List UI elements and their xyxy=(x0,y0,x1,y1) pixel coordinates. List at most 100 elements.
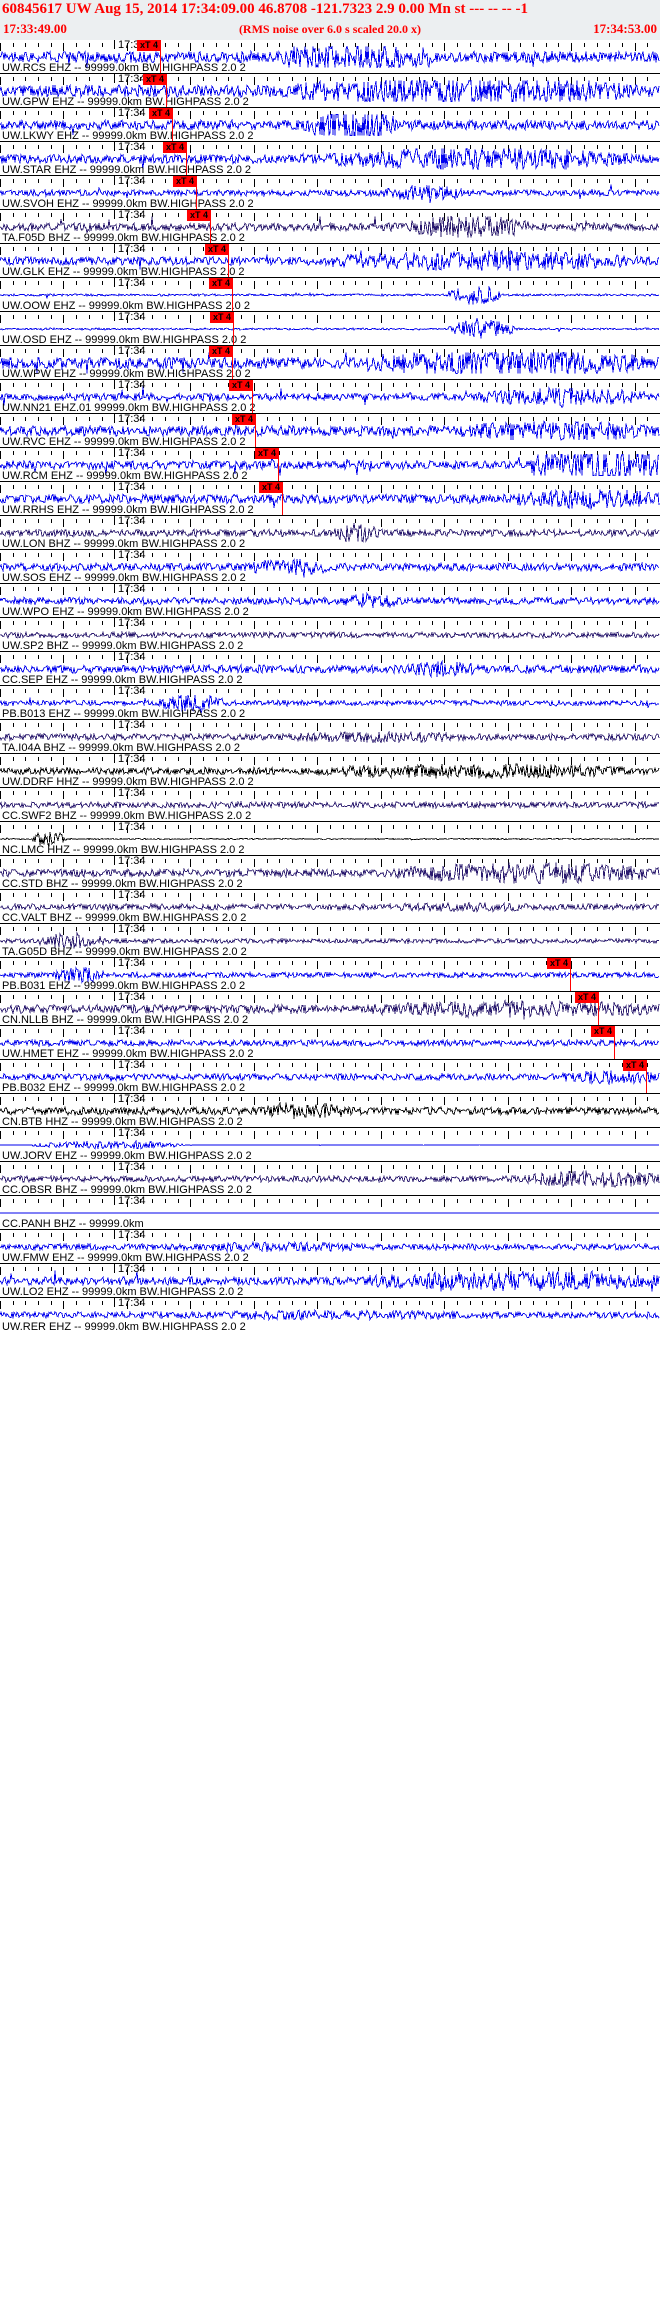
pick-marker-label[interactable]: xT 4 xyxy=(574,992,599,1003)
trace-row[interactable]: 17:34 PB.B032 EHZ -- 99999.0km BW.HIGHPAS… xyxy=(0,1060,660,1094)
pick-marker-label[interactable]: xT 4 xyxy=(208,278,233,289)
pick-marker-line[interactable] xyxy=(233,312,235,345)
time-axis xyxy=(0,108,660,119)
trace-row[interactable]: 17:34 NC.LMC HHZ -- 99999.0km BW.HIGHPASS… xyxy=(0,822,660,856)
trace-row[interactable]: 17:34 CC.SWF2 BHZ -- 99999.0km BW.HIGHPAS… xyxy=(0,788,660,822)
trace-row[interactable]: 17:34 CC.PANH BHZ -- 99999.0km xyxy=(0,1196,660,1230)
axis-time-label: 17:34 xyxy=(118,1264,146,1275)
trace-row[interactable]: 17:34 PB.B031 EHZ -- 99999.0km BW.HIGHPAS… xyxy=(0,958,660,992)
trace-row[interactable]: 17:34 UW.GLK EHZ -- 99999.0km BW.HIGHPASS… xyxy=(0,244,660,278)
trace-row[interactable]: 17:34 TA.G05D BHZ -- 99999.0km BW.HIGHPAS… xyxy=(0,924,660,958)
trace-row[interactable]: 17:34 CC.STD BHZ -- 99999.0km BW.HIGHPASS… xyxy=(0,856,660,890)
pick-marker-label[interactable]: xT 4 xyxy=(209,312,234,323)
axis-time-tick xyxy=(114,550,115,559)
trace-row[interactable]: 17:34 CC.OBSR BHZ -- 99999.0km BW.HIGHPAS… xyxy=(0,1162,660,1196)
waveform xyxy=(0,1100,660,1122)
axis-time-label: 17:34 xyxy=(118,244,146,255)
time-axis xyxy=(0,958,660,969)
trace-row[interactable]: 17:34 UW.RVC EHZ -- 99999.0km BW.HIGHPASS… xyxy=(0,414,660,448)
trace-row[interactable]: 17:34 PB.B013 EHZ -- 99999.0km BW.HIGHPAS… xyxy=(0,686,660,720)
trace-row[interactable]: 17:34 UW.RCS EHZ -- 99999.0km BW.HIGHPASS… xyxy=(0,40,660,74)
waveform xyxy=(0,760,660,782)
pick-marker-label[interactable]: xT 4 xyxy=(148,108,173,119)
rms-noise-note: (RMS noise over 6.0 s scaled 20.0 x) xyxy=(238,22,422,36)
trace-row[interactable]: 17:34 TA.F05D BHZ -- 99999.0km BW.HIGHPAS… xyxy=(0,210,660,244)
pick-marker-label[interactable]: xT 4 xyxy=(254,448,279,459)
time-axis xyxy=(0,584,660,595)
pick-marker-line[interactable] xyxy=(196,176,198,209)
pick-marker-line[interactable] xyxy=(232,346,234,379)
header-subline: 17:33:49.00 (RMS noise over 6.0 s scaled… xyxy=(0,20,660,38)
pick-marker-line[interactable] xyxy=(614,1026,616,1059)
axis-time-tick xyxy=(114,924,115,933)
trace-row[interactable]: 17:34 UW.FMW EHZ -- 99999.0km BW.HIGHPASS… xyxy=(0,1230,660,1264)
trace-row[interactable]: 17:34 UW.WPO EHZ -- 99999.0km BW.HIGHPASS… xyxy=(0,584,660,618)
axis-time-tick xyxy=(114,1128,115,1137)
waveform xyxy=(0,46,660,68)
pick-marker-line[interactable] xyxy=(172,108,174,141)
waveform xyxy=(0,420,660,442)
pick-marker-line[interactable] xyxy=(255,414,257,447)
trace-row[interactable]: 17:34 CN.NLLB BHZ -- 99999.0km BW.HIGHPAS… xyxy=(0,992,660,1026)
pick-marker-line[interactable] xyxy=(186,142,188,175)
pick-marker-line[interactable] xyxy=(232,278,234,311)
trace-row[interactable]: 17:34 UW.RER EHZ -- 99999.0km BW.HIGHPASS… xyxy=(0,1298,660,1332)
axis-time-label: 17:34 xyxy=(118,1060,146,1071)
pick-marker-label[interactable]: xT 4 xyxy=(208,346,233,357)
trace-row[interactable]: 17:34 UW.LON BHZ -- 99999.0km BW.HIGHPASS… xyxy=(0,516,660,550)
pick-marker-label[interactable]: xT 4 xyxy=(622,1060,647,1071)
pick-marker-line[interactable] xyxy=(166,74,168,107)
pick-marker-label[interactable]: xT 4 xyxy=(186,210,211,221)
trace-row[interactable]: 17:34 UW.RRHS EHZ -- 99999.0km BW.HIGHPAS… xyxy=(0,482,660,516)
trace-row[interactable]: 17:34 CN.BTB HHZ -- 99999.0km BW.HIGHPASS… xyxy=(0,1094,660,1128)
pick-marker-label[interactable]: xT 4 xyxy=(204,244,229,255)
axis-time-label: 17:34 xyxy=(118,652,146,663)
trace-row[interactable]: 17:34 UW.SVOH EHZ -- 99999.0km BW.HIGHPAS… xyxy=(0,176,660,210)
pick-marker-label[interactable]: xT 4 xyxy=(546,958,571,969)
trace-row[interactable]: 17:34 UW.OOW EHZ -- 99999.0km BW.HIGHPASS… xyxy=(0,278,660,312)
trace-row[interactable]: 17:34 UW.NN21 EHZ.01 99999.0km BW.HIGHPAS… xyxy=(0,380,660,414)
pick-marker-label[interactable]: xT 4 xyxy=(142,74,167,85)
pick-marker-line[interactable] xyxy=(598,992,600,1025)
pick-marker-label[interactable]: xT 4 xyxy=(172,176,197,187)
pick-marker-label[interactable]: xT 4 xyxy=(136,40,161,51)
trace-row[interactable]: 17:34 UW.RCM EHZ -- 99999.0km BW.HIGHPASS… xyxy=(0,448,660,482)
trace-row[interactable]: 17:34 UW.GPW EHZ -- 99999.0km BW.HIGHPASS… xyxy=(0,74,660,108)
station-label: UW.GPW EHZ -- 99999.0km BW.HIGHPASS 2.0 … xyxy=(2,96,249,108)
trace-row[interactable]: 17:34 CC.SEP EHZ -- 99999.0km BW.HIGHPASS… xyxy=(0,652,660,686)
axis-time-label: 17:34 xyxy=(118,856,146,867)
axis-time-label: 17:34 xyxy=(118,278,146,289)
pick-marker-label[interactable]: xT 4 xyxy=(258,482,283,493)
pick-marker-line[interactable] xyxy=(646,1060,648,1093)
trace-row[interactable]: 17:34 UW.STAR EHZ -- 99999.0km BW.HIGHPAS… xyxy=(0,142,660,176)
waveform xyxy=(0,1134,660,1156)
trace-row[interactable]: 17:34 UW.LO2 EHZ -- 99999.0km BW.HIGHPASS… xyxy=(0,1264,660,1298)
trace-row[interactable]: 17:34 TA.I04A BHZ -- 99999.0km BW.HIGHPAS… xyxy=(0,720,660,754)
pick-marker-line[interactable] xyxy=(228,244,230,277)
pick-marker-line[interactable] xyxy=(252,380,254,413)
trace-row[interactable]: 17:34 UW.JORV EHZ -- 99999.0km BW.HIGHPAS… xyxy=(0,1128,660,1162)
trace-row[interactable]: 17:34 UW.SOS EHZ -- 99999.0km BW.HIGHPASS… xyxy=(0,550,660,584)
pick-marker-label[interactable]: xT 4 xyxy=(162,142,187,153)
pick-marker-line[interactable] xyxy=(160,40,162,73)
pick-marker-line[interactable] xyxy=(570,958,572,991)
pick-marker-label[interactable]: xT 4 xyxy=(590,1026,615,1037)
axis-time-label: 17:34 xyxy=(118,346,146,357)
time-axis xyxy=(0,1162,660,1173)
axis-time-label: 17:34 xyxy=(118,40,146,51)
trace-row[interactable]: 17:34 UW.LKWY EHZ -- 99999.0km BW.HIGHPAS… xyxy=(0,108,660,142)
pick-marker-line[interactable] xyxy=(278,448,280,481)
trace-row[interactable]: 17:34 UW.SP2 BHZ -- 99999.0km BW.HIGHPASS… xyxy=(0,618,660,652)
pick-marker-line[interactable] xyxy=(282,482,284,515)
station-label: UW.RER EHZ -- 99999.0km BW.HIGHPASS 2.0 … xyxy=(2,1321,246,1332)
trace-row[interactable]: 17:34 UW.DDRF HHZ -- 99999.0km BW.HIGHPAS… xyxy=(0,754,660,788)
axis-time-tick xyxy=(114,1298,115,1307)
trace-row[interactable]: 17:34 UW.WPW EHZ -- 99999.0km BW.HIGHPASS… xyxy=(0,346,660,380)
pick-marker-label[interactable]: xT 4 xyxy=(228,380,253,391)
pick-marker-line[interactable] xyxy=(210,210,212,243)
trace-row[interactable]: 17:34 CC.VALT BHZ -- 99999.0km BW.HIGHPAS… xyxy=(0,890,660,924)
station-label: CC.SWF2 BHZ -- 99999.0km BW.HIGHPASS 2.0… xyxy=(2,810,252,822)
trace-row[interactable]: 17:34 UW.OSD EHZ -- 99999.0km BW.HIGHPASS… xyxy=(0,312,660,346)
pick-marker-label[interactable]: xT 4 xyxy=(231,414,256,425)
trace-row[interactable]: 17:34 UW.HMET EHZ -- 99999.0km BW.HIGHPAS… xyxy=(0,1026,660,1060)
